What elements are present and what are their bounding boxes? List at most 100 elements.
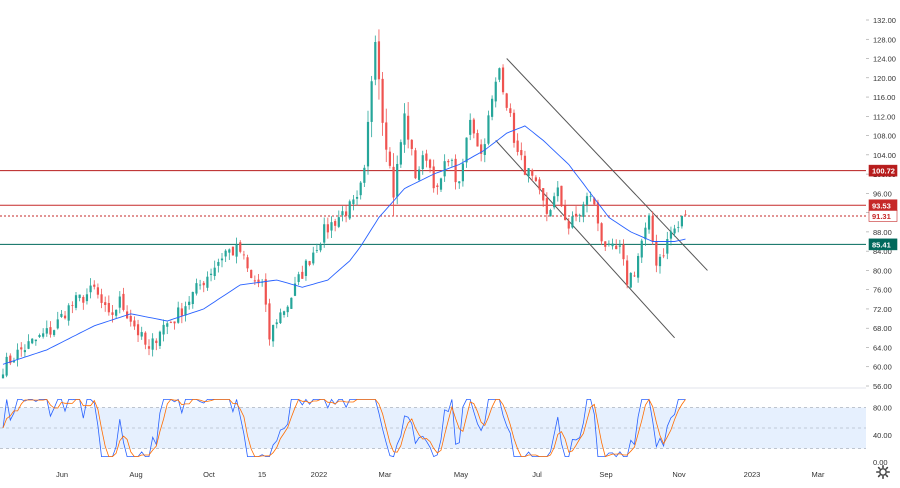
candle-body <box>71 304 74 306</box>
candle <box>242 250 245 260</box>
candle <box>209 268 213 282</box>
candle-body <box>173 321 176 324</box>
candle-body <box>239 242 242 252</box>
candle-body <box>684 214 687 216</box>
candle <box>115 309 118 319</box>
candle-body <box>147 346 151 349</box>
candle-body <box>604 241 607 247</box>
candle-body <box>304 260 308 276</box>
candle-body <box>553 196 556 208</box>
candle-body <box>637 256 640 278</box>
candle <box>16 343 19 367</box>
candle <box>144 331 147 350</box>
candle-body <box>297 274 300 282</box>
candle <box>140 326 143 340</box>
candle-body <box>38 334 41 338</box>
candle-body <box>596 202 600 224</box>
candle <box>607 240 610 247</box>
y-tick-label: 72.00 <box>873 305 892 314</box>
candle-body <box>286 306 289 313</box>
candle <box>545 192 548 222</box>
candle <box>188 296 191 310</box>
candle-body <box>512 112 516 143</box>
candle <box>67 303 70 326</box>
candle <box>213 260 216 280</box>
candle-body <box>359 182 362 196</box>
settings-gear-icon[interactable] <box>876 465 890 479</box>
candle <box>261 278 264 287</box>
candle <box>480 139 483 162</box>
candle-body <box>421 155 424 170</box>
candle <box>640 238 643 264</box>
x-tick-label: Oct <box>203 470 216 479</box>
candle-body <box>63 315 67 319</box>
candle <box>23 344 26 357</box>
candle-body <box>337 217 340 227</box>
candle <box>637 253 640 283</box>
candle-body <box>279 312 282 324</box>
candle <box>49 321 52 338</box>
candle-body <box>184 306 187 316</box>
candle <box>308 260 311 267</box>
candle-body <box>355 196 359 199</box>
candle-body <box>301 271 304 279</box>
candle-body <box>49 327 52 335</box>
candle <box>366 110 370 175</box>
candle <box>151 333 154 357</box>
candle-body <box>677 226 680 228</box>
candle-body <box>220 258 224 261</box>
candle <box>421 150 424 175</box>
candle <box>228 248 231 260</box>
candle <box>169 320 172 324</box>
candle-body <box>275 322 278 325</box>
candle-body <box>407 115 410 140</box>
candle <box>578 213 581 223</box>
candle-body <box>293 283 297 296</box>
candle-body <box>235 244 238 257</box>
candle <box>560 185 563 208</box>
candle <box>53 329 56 337</box>
price-level-tag-bg <box>868 210 898 222</box>
candle-body <box>144 332 147 345</box>
candle-body <box>439 178 443 190</box>
candle-body <box>67 305 70 321</box>
candle-body <box>633 275 636 277</box>
candle <box>297 271 300 286</box>
candle <box>633 271 636 277</box>
candle <box>348 199 351 220</box>
candle-body <box>527 168 530 177</box>
candle-body <box>315 250 318 251</box>
candle <box>345 205 348 223</box>
candle-body <box>104 302 107 306</box>
candle-body <box>118 296 121 308</box>
candle-body <box>480 144 483 154</box>
candle <box>542 187 545 207</box>
candle <box>34 339 37 346</box>
candle-body <box>556 187 559 197</box>
y-tick-label: 88.00 <box>873 228 892 237</box>
candle <box>337 210 340 229</box>
candle <box>618 239 621 254</box>
candle <box>74 292 78 311</box>
candle-body <box>432 166 435 189</box>
candle <box>45 320 48 337</box>
candle-body <box>363 167 366 183</box>
stochastic-k-line <box>2 398 686 458</box>
candle-body <box>582 204 585 217</box>
candle <box>669 226 673 246</box>
candle <box>341 206 344 222</box>
candle <box>355 190 359 206</box>
candle-body <box>268 303 271 340</box>
candle-body <box>673 228 676 234</box>
candle <box>246 254 249 273</box>
candle <box>9 353 12 366</box>
x-tick-label: Sep <box>599 470 612 479</box>
candle <box>56 311 59 330</box>
candle-body <box>567 221 570 229</box>
candle-body <box>469 119 472 135</box>
candle <box>509 103 512 117</box>
candle-body <box>680 215 683 227</box>
candle <box>173 321 176 330</box>
